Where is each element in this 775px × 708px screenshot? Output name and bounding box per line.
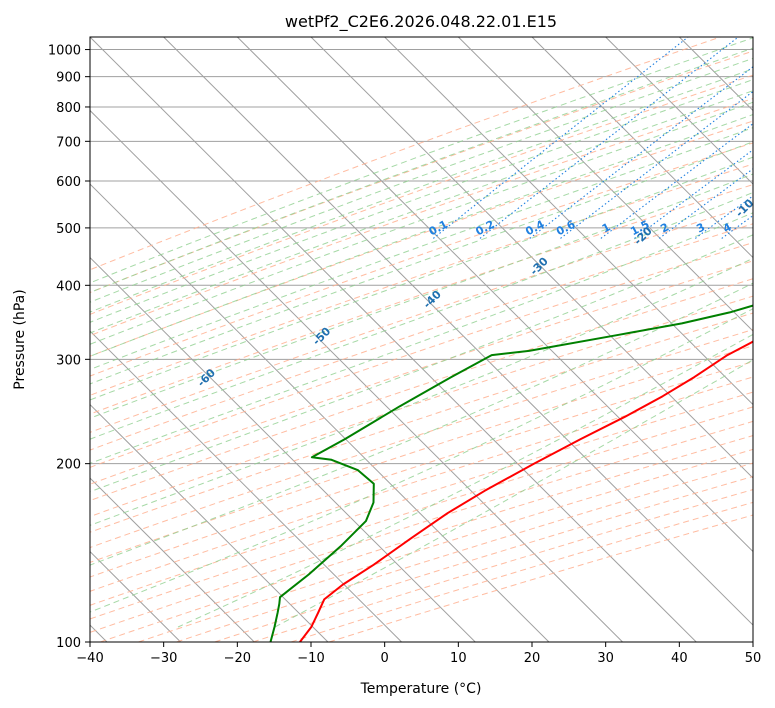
dry-adiabat-line [90,329,753,549]
moist-adiabat-line [90,101,753,345]
y-tick-label: 200 [56,458,81,473]
moist-adiabat-line [90,90,753,334]
x-tick-label: −30 [150,651,177,666]
mixing-ratio-line [529,66,753,239]
moist-adiabat-line [90,173,753,419]
isotherm-line [531,37,753,259]
dry-adiabat-line [90,242,753,468]
moist-adiabat-line [90,156,753,401]
y-tick-label: 700 [56,135,81,150]
dry-adiabat-line [90,184,753,415]
dry-adiabat-line [214,475,753,642]
isotherm-line [90,330,402,642]
moist-adiabat-line [90,234,753,493]
mixing-ratio-line [479,37,739,239]
isotherm-line [236,37,753,553]
x-axis-title: Temperature (°C) [360,681,482,697]
y-axis-title: Pressure (hPa) [12,289,28,389]
profile-lines [269,304,753,642]
dry-adiabat-line [90,50,753,294]
plot-background [90,37,753,642]
dry-adiabat-line [176,462,753,642]
isotherm-line [384,37,753,406]
dry-adiabat-line [90,361,753,578]
isotherm-line [605,37,753,185]
moist-adiabat-line [90,79,753,323]
mixing-ratio-line [634,149,753,239]
x-axis-ticks: −40 −30 −20 −10 0 10 20 30 40 50 [76,642,761,666]
isotherm-line [90,37,697,642]
x-tick-label: 30 [597,651,614,666]
isotherm-line [90,477,255,642]
x-tick-label: 50 [745,651,762,666]
x-tick-label: 0 [381,651,389,666]
y-tick-label: 100 [56,636,81,651]
isotherm-line [163,37,753,626]
moist-adiabat-line [177,333,753,628]
mixing-ratio-line [760,37,775,238]
x-tick-label: 20 [524,651,541,666]
y-tick-label: 800 [56,101,81,116]
x-tick-label: −10 [297,651,324,666]
mixing-ratio-line [658,168,753,239]
dry-adiabat-line [90,142,753,377]
isotherm-line [90,256,476,642]
dry-adiabat-line [90,278,753,502]
moist-adiabat-line [90,37,753,284]
x-tick-label: −20 [224,651,251,666]
x-tick-label: 40 [671,651,688,666]
y-axis-ticks: 1000 900 800 700 600 500 400 300 200 100 [48,44,90,651]
isotherm-line [90,109,623,642]
chart-title: wetPf2_C2E6.2026.048.22.01.E15 [285,12,557,32]
dry-adiabat-line [90,312,753,533]
moist-adiabat-line [90,282,753,566]
y-tick-label: 300 [56,353,81,368]
dry-adiabat-line [290,501,753,642]
temperature-profile-line [299,340,753,642]
plot-frame [89,36,754,643]
dry-adiabat-line [90,74,753,315]
dry-adiabat-line [90,376,753,592]
moist-adiabat-line [274,359,753,628]
moist-adiabat-line [90,57,753,303]
x-tick-label: −40 [76,651,103,666]
x-tick-label: 10 [450,651,467,666]
dry-adiabat-line [90,406,753,620]
y-tick-label: 500 [56,222,81,237]
y-tick-label: 400 [56,279,81,294]
isotherm-line [90,403,329,642]
isotherm-line [752,37,753,38]
dry-adiabat-line [90,223,753,451]
mixing-ratio-line [694,195,753,239]
moist-adiabat-line [90,68,753,313]
isotherm-line [310,37,753,479]
y-tick-label: 600 [56,175,81,190]
dewpoint-profile-line [269,304,753,642]
moist-adiabat-line [90,127,753,371]
moist-adiabat-line [90,191,753,440]
y-tick-label: 1000 [48,44,81,59]
y-tick-label: 900 [56,71,81,86]
